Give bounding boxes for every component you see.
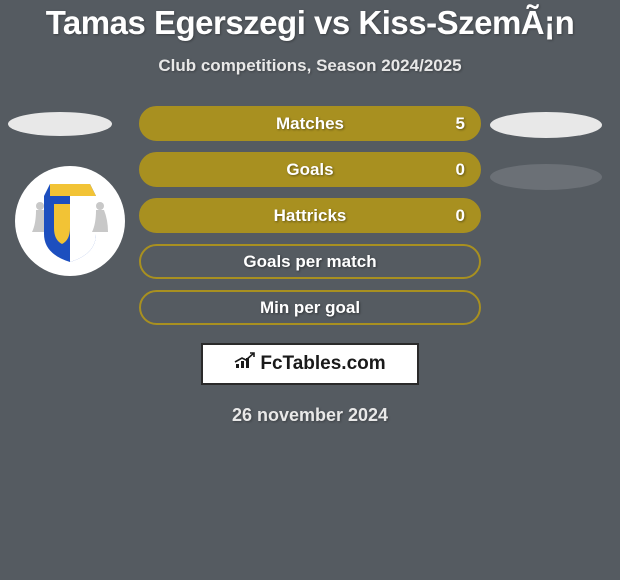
brand-box[interactable]: FcTables.com bbox=[201, 343, 419, 385]
stats-area: Matches 5 Goals 0 Hattricks 0 Goals per match M… bbox=[0, 106, 620, 426]
chart-up-icon bbox=[234, 352, 256, 376]
footer-date: 26 november 2024 bbox=[0, 405, 620, 426]
stat-bar: Matches 5 bbox=[139, 106, 481, 141]
stat-bar: Hattricks 0 bbox=[139, 198, 481, 233]
stat-value: 0 bbox=[456, 160, 465, 180]
club-badge bbox=[30, 176, 110, 266]
stat-value: 5 bbox=[456, 114, 465, 134]
stat-label: Hattricks bbox=[274, 206, 347, 226]
decorative-oval bbox=[490, 164, 602, 190]
shield-icon bbox=[30, 176, 110, 266]
decorative-oval bbox=[8, 112, 112, 136]
stat-bar: Min per goal bbox=[139, 290, 481, 325]
club-badge-circle bbox=[15, 166, 125, 276]
page-subtitle: Club competitions, Season 2024/2025 bbox=[0, 56, 620, 76]
stat-label: Goals bbox=[286, 160, 333, 180]
stat-label: Matches bbox=[276, 114, 344, 134]
decorative-oval bbox=[490, 112, 602, 138]
stat-bar: Goals per match bbox=[139, 244, 481, 279]
root-container: Tamas Egerszegi vs Kiss-SzemÃ¡n Club com… bbox=[0, 0, 620, 426]
stat-label: Min per goal bbox=[260, 298, 360, 318]
stat-value: 0 bbox=[456, 206, 465, 226]
page-title: Tamas Egerszegi vs Kiss-SzemÃ¡n bbox=[0, 0, 620, 42]
brand-label: FcTables.com bbox=[234, 352, 385, 376]
stat-bar: Goals 0 bbox=[139, 152, 481, 187]
stat-label: Goals per match bbox=[243, 252, 376, 272]
brand-text-label: FcTables.com bbox=[260, 353, 385, 375]
